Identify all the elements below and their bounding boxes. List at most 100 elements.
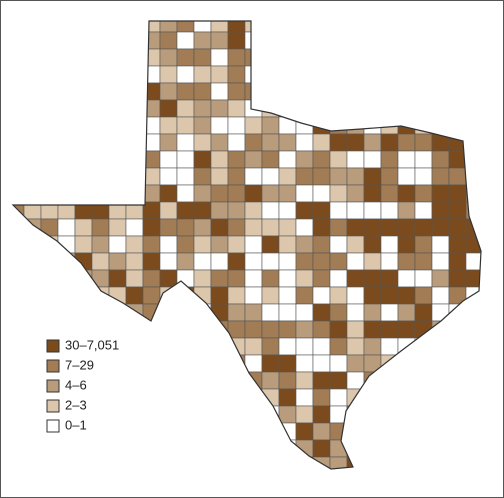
county: [210, 422, 229, 441]
county: [465, 337, 481, 356]
county: [109, 474, 126, 491]
county: [91, 235, 110, 254]
county: [312, 31, 331, 50]
county: [380, 201, 399, 220]
county: [261, 218, 280, 237]
county: [159, 184, 178, 203]
county: [91, 405, 110, 424]
county: [74, 303, 93, 322]
county: [57, 99, 76, 118]
county: [40, 286, 59, 305]
county: [448, 235, 467, 254]
county: [465, 133, 481, 152]
county: [346, 218, 365, 237]
county: [91, 456, 110, 469]
county: [363, 320, 382, 339]
county: [57, 82, 76, 101]
county: [159, 252, 178, 271]
county: [227, 286, 246, 305]
county: [210, 82, 229, 101]
legend-swatch: [46, 359, 60, 373]
county: [329, 99, 348, 118]
county: [227, 133, 246, 152]
county: [380, 320, 399, 339]
county: [159, 31, 178, 50]
county: [414, 82, 433, 101]
county: [40, 439, 59, 458]
county: [448, 201, 467, 220]
county: [397, 439, 416, 458]
legend-swatch: [46, 379, 60, 393]
county: [91, 218, 110, 237]
county: [125, 439, 144, 458]
county: [74, 439, 93, 458]
county: [159, 133, 178, 152]
county: [431, 439, 450, 458]
county: [261, 456, 280, 469]
county: [261, 21, 280, 33]
county: [142, 65, 161, 84]
county: [329, 65, 348, 84]
county: [380, 286, 399, 305]
county: [448, 405, 467, 424]
county: [431, 116, 450, 135]
county: [380, 133, 399, 152]
county: [295, 388, 314, 407]
county: [176, 354, 195, 373]
county: [397, 388, 416, 407]
county: [176, 320, 195, 339]
county: [397, 99, 416, 118]
county: [210, 354, 229, 373]
county: [278, 269, 297, 288]
county: [227, 388, 246, 407]
county: [363, 388, 382, 407]
county: [278, 320, 297, 339]
county: [414, 184, 433, 203]
county: [210, 456, 229, 469]
county: [261, 65, 280, 84]
county: [295, 354, 314, 373]
county: [108, 133, 127, 152]
county: [380, 456, 399, 469]
county: [448, 456, 467, 469]
county: [210, 286, 229, 305]
county: [159, 354, 178, 373]
county: [23, 99, 42, 118]
county: [125, 252, 144, 271]
county: [363, 21, 382, 33]
county: [483, 236, 500, 253]
county: [227, 456, 246, 469]
county: [193, 320, 212, 339]
county: [397, 31, 416, 50]
county: [227, 303, 246, 322]
county: [125, 354, 144, 373]
county: [431, 48, 450, 67]
county: [448, 31, 467, 50]
county: [13, 21, 25, 33]
county: [431, 65, 450, 84]
county: [142, 21, 161, 33]
county: [108, 65, 127, 84]
county: [176, 422, 195, 441]
county: [431, 167, 450, 186]
county: [74, 48, 93, 67]
county: [159, 388, 178, 407]
county: [312, 150, 331, 169]
county: [227, 252, 246, 271]
county: [210, 201, 229, 220]
county: [159, 65, 178, 84]
county: [465, 21, 481, 33]
county: [176, 405, 195, 424]
county: [193, 218, 212, 237]
county: [465, 303, 481, 322]
county: [227, 439, 246, 458]
county: [125, 422, 144, 441]
county: [210, 218, 229, 237]
county: [159, 116, 178, 135]
county: [40, 184, 59, 203]
county: [346, 235, 365, 254]
county: [414, 303, 433, 322]
county: [23, 388, 42, 407]
county: [13, 82, 25, 101]
county: [244, 388, 263, 407]
